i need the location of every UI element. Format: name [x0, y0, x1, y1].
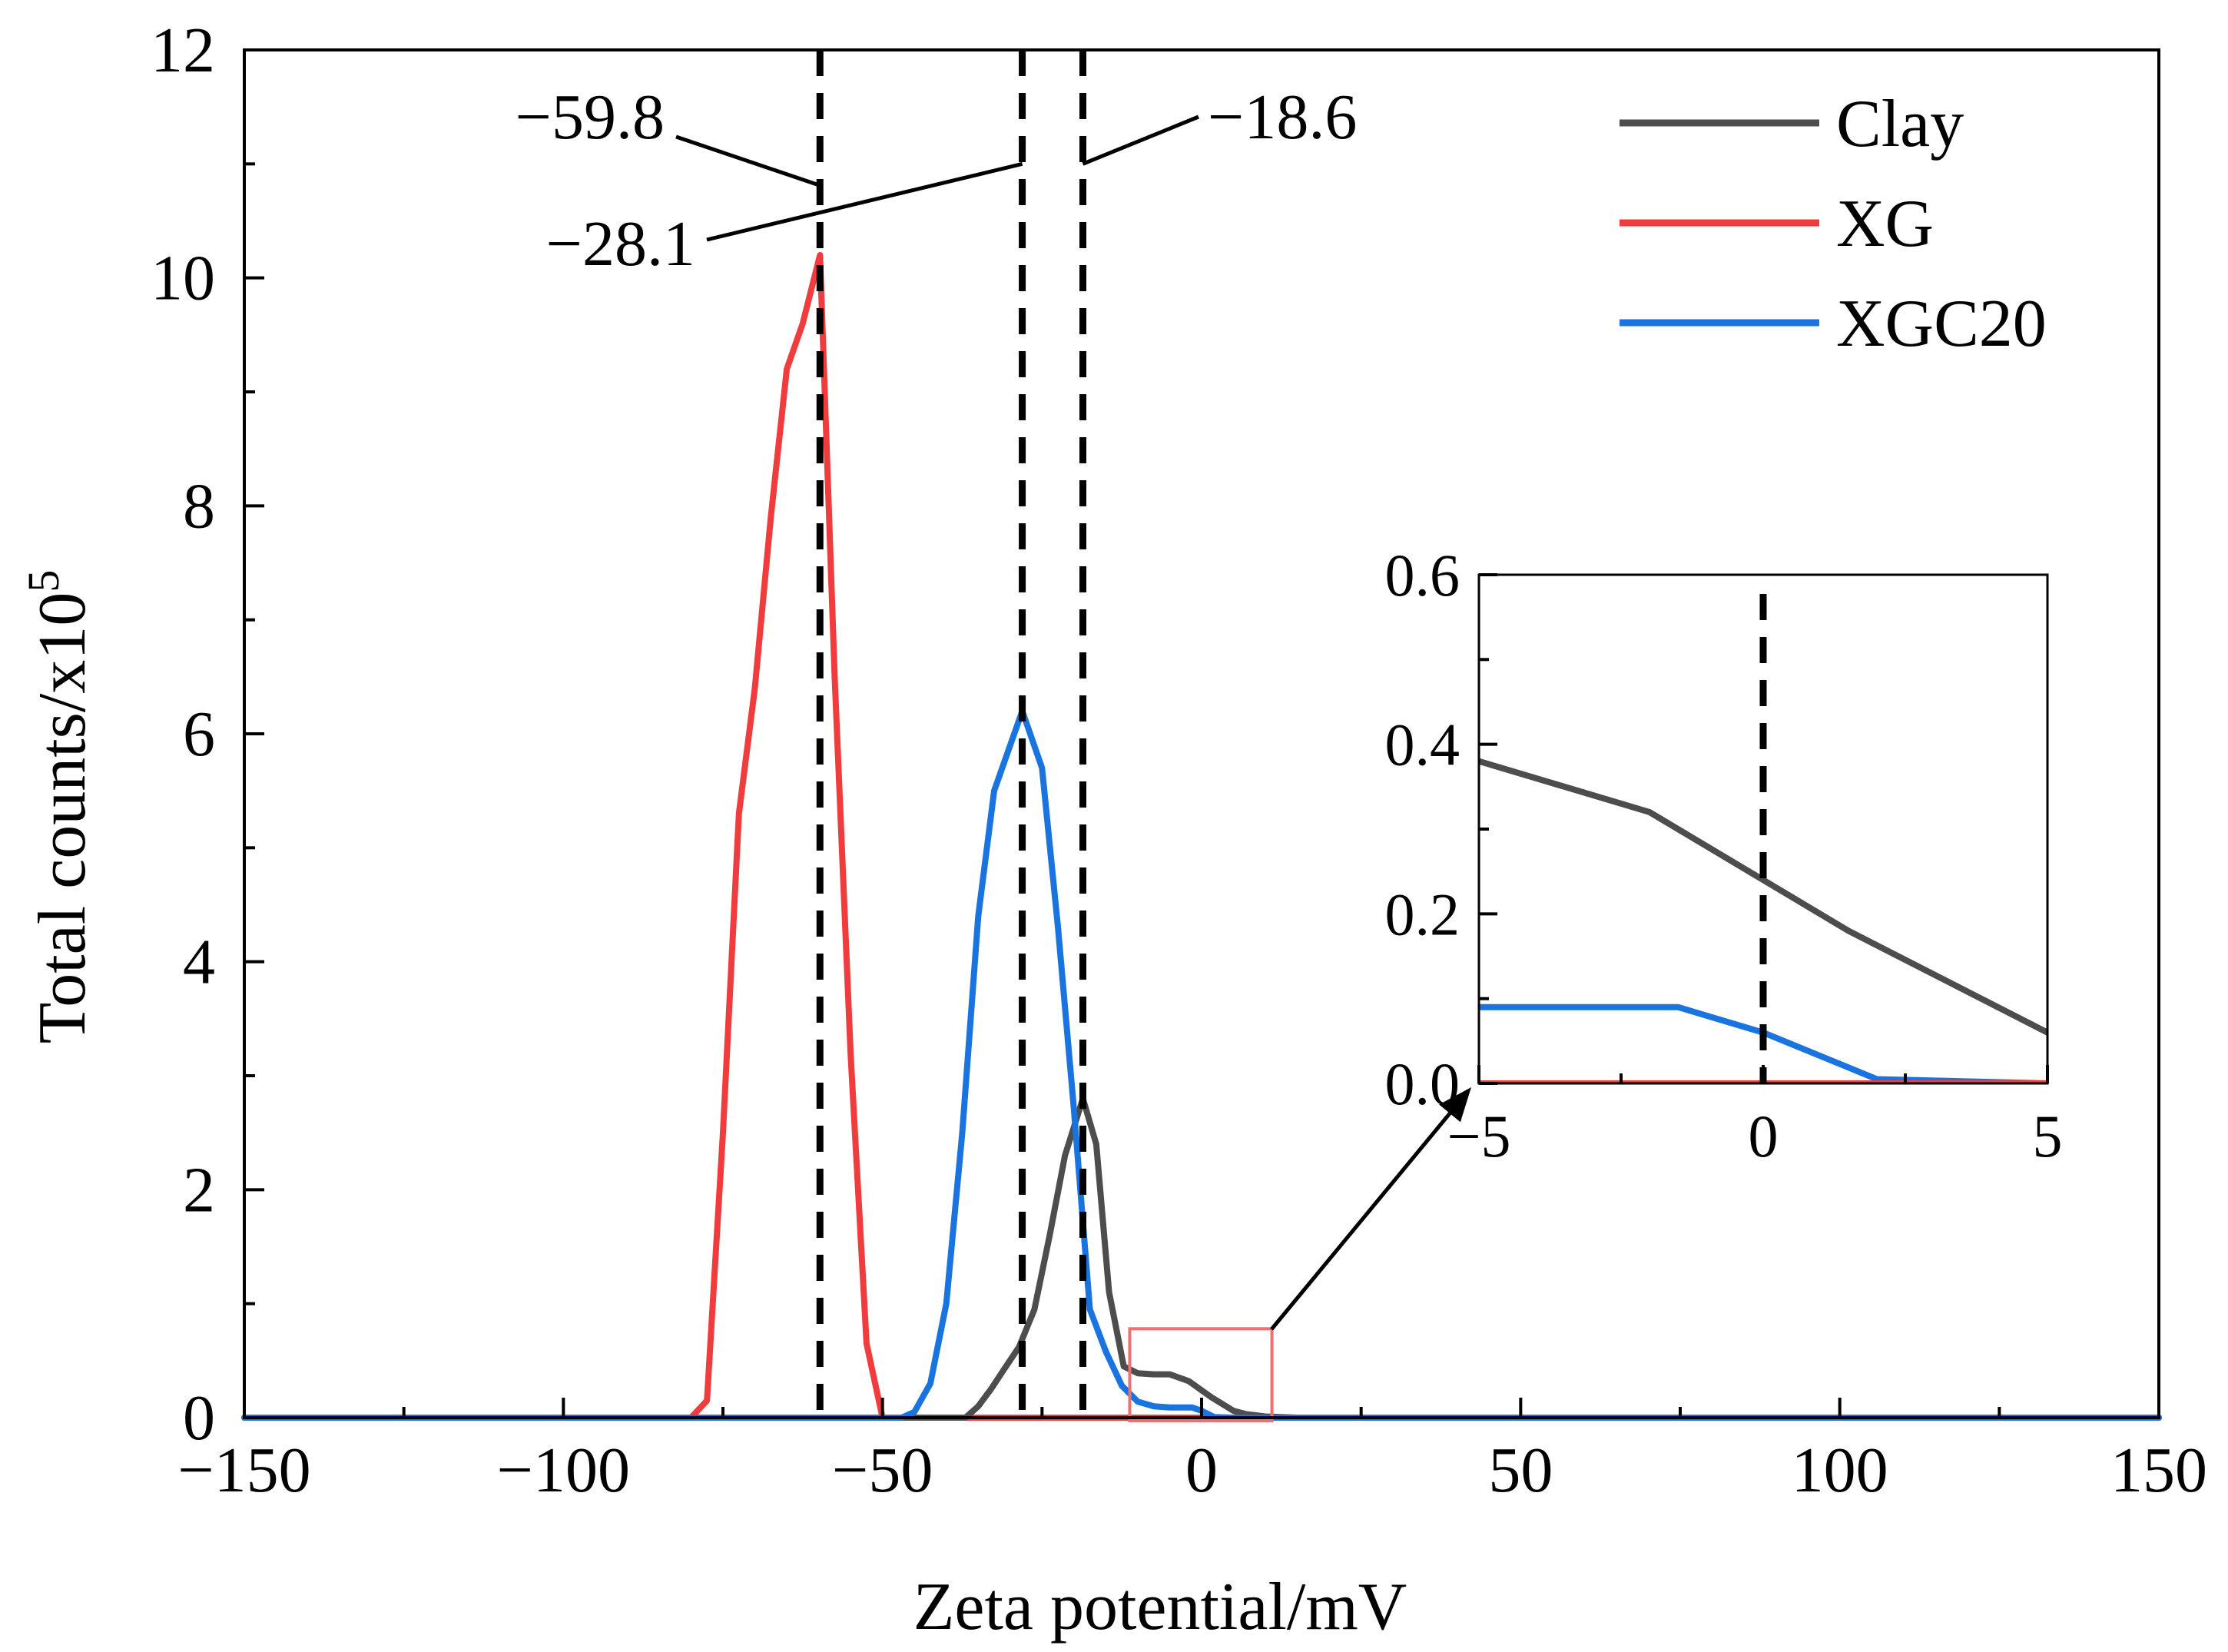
annotation-label: −59.8	[516, 81, 665, 153]
x-tick-label: −50	[832, 1435, 933, 1506]
x-tick-label: 50	[1488, 1435, 1553, 1506]
zoom-arrow-head	[1439, 1087, 1471, 1123]
y-tick-label: 8	[183, 470, 215, 542]
y-tick-label: 10	[151, 243, 215, 314]
x-axis-title: Zeta potential/mV	[913, 1570, 1407, 1644]
y-axis-title-exponent: 5	[18, 570, 68, 592]
x-tick-label: 150	[2110, 1435, 2207, 1506]
x-tick-label: −100	[497, 1435, 630, 1506]
inset-series-line-xgc20	[1479, 1003, 2047, 1083]
series-line-xgc20	[241, 708, 2162, 1421]
legend: Clay XG XGC20	[1620, 87, 2047, 361]
inset-y-tick-label: 0.6	[1385, 542, 1460, 609]
x-tick-label: 100	[1792, 1435, 1888, 1506]
y-axis-title-main: Total counts/x10	[25, 592, 100, 1044]
x-tick-label: 0	[1185, 1435, 1218, 1506]
y-tick-label: 0	[183, 1382, 215, 1454]
annotation-leader-line	[675, 134, 821, 187]
y-tick-label: 2	[183, 1154, 215, 1226]
y-tick-label: 4	[183, 927, 215, 998]
annotation-label: −28.1	[546, 208, 695, 280]
zoom-arrow-line	[1270, 1103, 1459, 1331]
legend-label: Clay	[1836, 87, 1964, 161]
series-line-xg	[241, 252, 2162, 1421]
zoom-box	[1128, 1327, 1274, 1423]
y-tick-label: 12	[151, 15, 215, 86]
annotations: −59.8 −28.1 −18.6	[516, 81, 1358, 280]
legend-label: XG	[1836, 187, 1934, 261]
annotation-leader-line	[1082, 114, 1199, 166]
inset-plot: −5 0 50.00.20.40.6	[1270, 542, 2063, 1331]
main-plot	[241, 48, 2162, 1423]
annotation-label: −18.6	[1208, 81, 1357, 153]
x-tick-label: −150	[177, 1435, 310, 1506]
y-tick-label: 6	[183, 698, 215, 770]
legend-label: XGC20	[1836, 287, 2047, 361]
inset-data	[1479, 758, 2047, 1083]
annotation-leader-line	[706, 161, 1023, 242]
inset-y-tick-label: 0.4	[1385, 712, 1460, 778]
inset-y-tick-label: 0.2	[1385, 881, 1460, 947]
inset-x-tick-label: 5	[2033, 1103, 2063, 1169]
series-line-clay	[241, 1095, 2162, 1421]
inset-x-tick-label: 0	[1749, 1103, 1779, 1169]
y-axis-title: Total counts/x105	[18, 570, 100, 1044]
